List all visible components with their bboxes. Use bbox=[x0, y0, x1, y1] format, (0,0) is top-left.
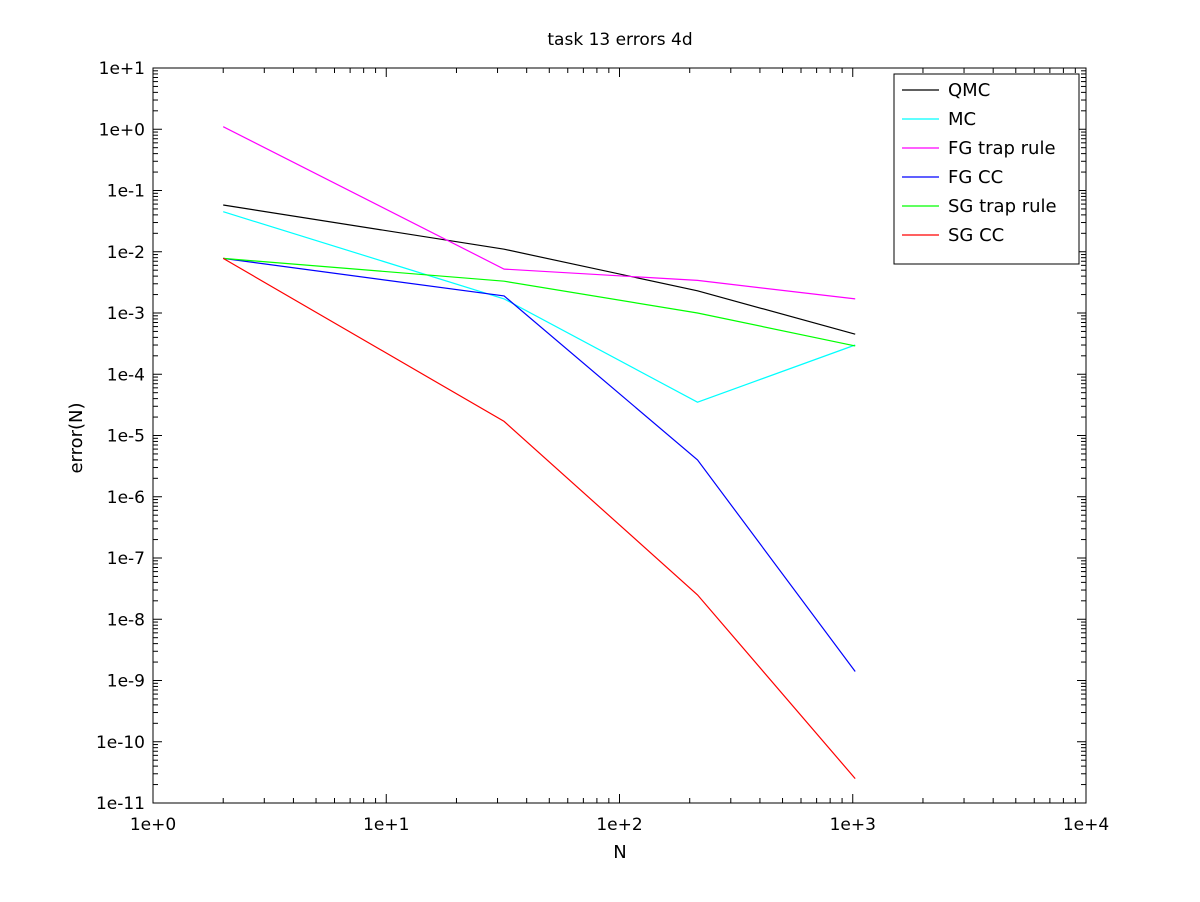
legend-label-fg-trap-rule: FG trap rule bbox=[948, 138, 1056, 159]
series-line-mc bbox=[223, 211, 856, 403]
series-line-qmc bbox=[223, 204, 856, 335]
x-tick-label: 1e+4 bbox=[1063, 815, 1109, 835]
x-tick-label: 1e+1 bbox=[363, 815, 409, 835]
x-axis: 1e+0 1e+1 1e+2 1e+3 1e+4 bbox=[130, 68, 1109, 835]
y-tick-label: 1e-4 bbox=[107, 365, 145, 385]
y-tick-label: 1e-9 bbox=[107, 672, 145, 692]
y-tick-label: 1e-7 bbox=[107, 549, 145, 569]
chart-title: task 13 errors 4d bbox=[547, 30, 692, 50]
y-tick-label: 1e-11 bbox=[96, 794, 145, 814]
y-tick-label: 1e-2 bbox=[107, 243, 145, 263]
y-tick-label: 1e+0 bbox=[99, 120, 145, 140]
series-line-fg-cc bbox=[223, 257, 856, 672]
y-tick-label: 1e-1 bbox=[107, 182, 145, 202]
legend-label-mc: MC bbox=[948, 109, 976, 130]
series-line-sg-cc bbox=[222, 257, 856, 779]
y-tick-label: 1e-5 bbox=[107, 427, 145, 447]
legend-label-qmc: QMC bbox=[948, 80, 990, 101]
series-line-sg-trap-rule bbox=[223, 257, 856, 347]
legend-box bbox=[893, 73, 1080, 265]
legend: QMC MC FG trap rule FG CC SG trap rule SG CC bbox=[893, 73, 1080, 265]
x-axis-label: N bbox=[613, 842, 626, 863]
legend-label-sg-cc: SG CC bbox=[948, 225, 1004, 246]
y-tick-label: 1e-6 bbox=[107, 488, 145, 508]
x-tick-label: 1e+3 bbox=[830, 815, 876, 835]
y-tick-label: 1e-3 bbox=[107, 304, 145, 324]
y-axis-label: error(N) bbox=[66, 402, 87, 473]
series-line-fg-trap-rule bbox=[222, 126, 856, 300]
y-axis: 1e+1 1e+0 1e-1 1e-2 1e-3 1e-4 1e-5 1e-6 1e-7 1e-8… bbox=[96, 59, 1086, 814]
x-tick-label: 1e+2 bbox=[596, 815, 642, 835]
y-tick-label: 1e-10 bbox=[96, 733, 145, 753]
y-tick-label: 1e-8 bbox=[107, 610, 145, 630]
series-lines bbox=[222, 126, 856, 779]
legend-label-sg-trap-rule: SG trap rule bbox=[948, 196, 1057, 217]
y-tick-label: 1e+1 bbox=[99, 59, 145, 79]
x-tick-label: 1e+0 bbox=[130, 815, 176, 835]
legend-label-fg-cc: FG CC bbox=[948, 167, 1003, 188]
